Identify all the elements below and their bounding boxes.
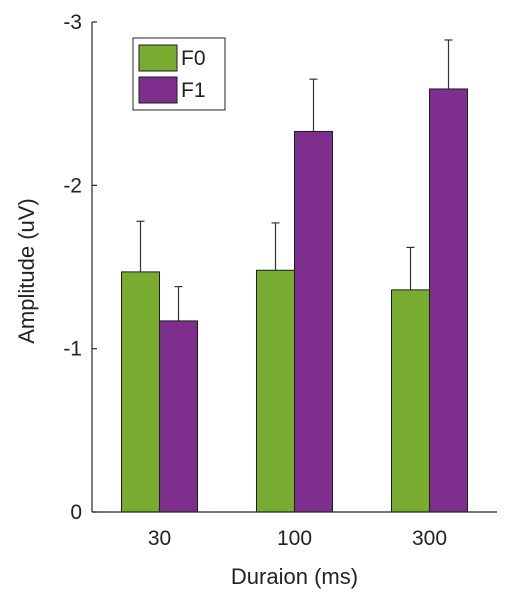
y-axis-ticks: 0 -1 -2 -3	[63, 11, 97, 524]
y-tick-label: 0	[70, 501, 82, 524]
bar-f0-100	[256, 269, 295, 513]
y-tick-label: -2	[63, 174, 82, 197]
legend-label-f1: F1	[181, 79, 206, 102]
y-axis-label: Amplitude (uV)	[14, 198, 39, 344]
x-tick-label: 30	[148, 527, 171, 550]
bar-f0-30	[121, 271, 160, 513]
legend-label-f0: F0	[181, 47, 206, 70]
error-bars	[136, 39, 453, 321]
legend-swatch-f0	[138, 44, 178, 72]
legend-swatch-f1	[138, 76, 178, 104]
bars	[121, 88, 468, 513]
x-axis-label: Duraion (ms)	[231, 564, 358, 589]
bar-f1-300	[429, 88, 468, 513]
y-tick-label: -1	[63, 338, 82, 361]
bar-f1-100	[294, 130, 333, 513]
x-tick-label: 100	[277, 527, 312, 550]
y-tick-label: -3	[63, 11, 82, 34]
bar-f0-300	[391, 289, 430, 513]
x-axis-ticks: 30 100 300	[148, 507, 447, 550]
x-tick-label: 300	[412, 527, 447, 550]
bar-f1-30	[159, 320, 198, 513]
